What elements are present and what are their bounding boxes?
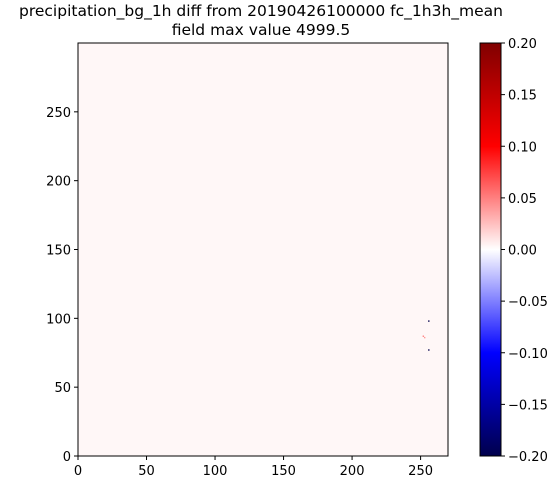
colorbar-ticks: 0.20 0.15 0.10 0.05 0.00 −0.05 −0.10 −0.15 −0.20 bbox=[501, 37, 548, 465]
x-tick-label: 50 bbox=[138, 464, 155, 479]
anomaly-point-0 bbox=[428, 320, 430, 322]
x-tick-label: 150 bbox=[271, 464, 296, 479]
y-tick-label: 250 bbox=[46, 106, 71, 121]
x-tick-label: 0 bbox=[74, 464, 82, 479]
x-tick-label: 200 bbox=[340, 464, 365, 479]
y-tick-label: 200 bbox=[46, 175, 71, 190]
anomaly-point-2 bbox=[424, 336, 426, 339]
anomaly-layer bbox=[422, 320, 430, 351]
y-tick-label: 0 bbox=[63, 450, 71, 465]
colorbar-tick-label: 0.05 bbox=[508, 192, 537, 207]
anomaly-point-3 bbox=[428, 349, 430, 351]
anomaly-point-1 bbox=[422, 335, 425, 337]
x-axis: 0 50 100 150 200 250 bbox=[74, 456, 433, 479]
colorbar-tick-label: −0.15 bbox=[508, 398, 548, 413]
y-tick-label: 100 bbox=[46, 312, 71, 327]
y-axis: 0 50 100 150 200 250 bbox=[46, 106, 78, 465]
x-tick-label: 100 bbox=[203, 464, 228, 479]
colorbar-tick-label: 0.15 bbox=[508, 89, 537, 104]
chart-title: precipitation_bg_1h diff from 2019042610… bbox=[19, 2, 503, 21]
colorbar-tick-label: −0.05 bbox=[508, 295, 548, 310]
colorbar-tick-label: 0.10 bbox=[508, 140, 537, 155]
colorbar-gradient bbox=[480, 43, 501, 456]
chart-subtitle: field max value 4999.5 bbox=[172, 21, 351, 39]
colorbar: 0.20 0.15 0.10 0.05 0.00 −0.05 −0.10 −0.15 −0.20 bbox=[479, 37, 548, 465]
colorbar-tick-label: 0.00 bbox=[508, 244, 537, 259]
plot-area: 0 50 100 150 200 250 0 50 100 150 200 250 bbox=[46, 42, 449, 479]
y-tick-label: 50 bbox=[54, 381, 71, 396]
colorbar-tick-label: 0.20 bbox=[508, 37, 537, 52]
colorbar-tick-label: −0.10 bbox=[508, 347, 548, 362]
y-tick-label: 150 bbox=[46, 244, 71, 259]
colorbar-tick-label: −0.20 bbox=[508, 450, 548, 465]
x-tick-label: 250 bbox=[408, 464, 433, 479]
heatmap-field bbox=[78, 43, 448, 456]
